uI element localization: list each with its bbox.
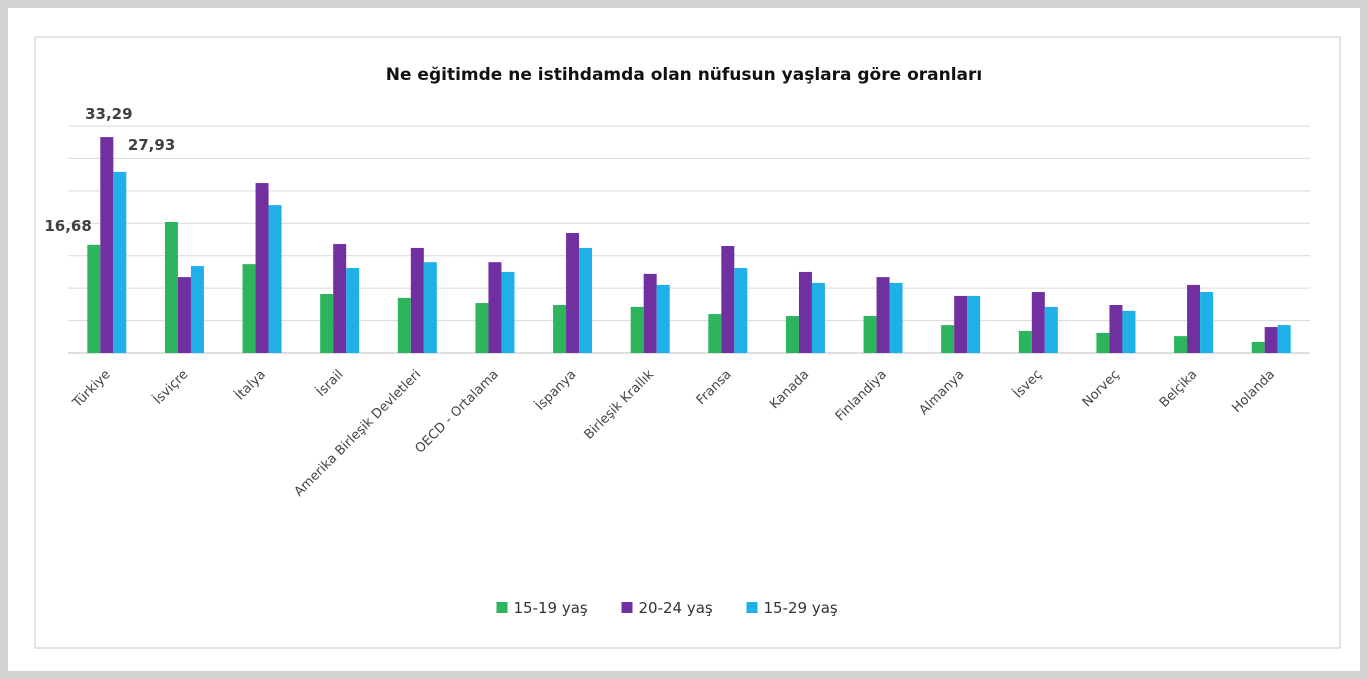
legend-label: 15-19 yaş <box>514 599 588 617</box>
bar <box>630 306 644 353</box>
bar <box>785 316 799 353</box>
bar <box>643 273 657 353</box>
bar <box>1031 292 1045 353</box>
bar <box>889 282 903 353</box>
bar <box>811 282 825 353</box>
bar <box>164 221 178 353</box>
data-label: 33,29 <box>85 105 132 123</box>
bar <box>177 277 191 353</box>
bar <box>1109 305 1123 353</box>
bar <box>954 295 968 353</box>
bar <box>553 305 567 353</box>
legend-label: 15-29 yaş <box>764 599 838 617</box>
legend-label: 20-24 yaş <box>639 599 713 617</box>
bar <box>721 245 735 353</box>
data-label: 16,68 <box>44 217 91 235</box>
bar <box>1200 292 1214 353</box>
bar <box>501 271 515 353</box>
bar <box>967 295 981 353</box>
bar <box>346 268 360 353</box>
chart-frame <box>34 36 1341 649</box>
bar <box>1096 332 1110 353</box>
bar <box>113 171 127 353</box>
bar <box>423 262 437 353</box>
bar <box>876 277 890 353</box>
bar <box>87 244 101 353</box>
bar <box>1122 310 1136 353</box>
bar <box>320 293 334 353</box>
data-label: 27,93 <box>128 136 175 154</box>
bar <box>1044 306 1058 353</box>
bar <box>579 247 593 353</box>
bar <box>708 314 722 353</box>
bar <box>941 325 955 353</box>
bar <box>1187 284 1201 353</box>
legend-swatch <box>746 602 758 613</box>
bar <box>566 233 580 353</box>
bar <box>488 262 502 353</box>
bar <box>333 244 347 353</box>
panel <box>8 8 1360 671</box>
legend-swatch <box>496 602 508 613</box>
bar <box>475 303 489 353</box>
legend-swatch <box>621 602 633 613</box>
bar <box>100 137 114 353</box>
bar <box>255 183 269 353</box>
bar <box>268 205 282 353</box>
bar <box>863 316 877 353</box>
bar <box>1174 336 1188 353</box>
chart-title: Ne eğitimde ne istihdamda olan nüfusun y… <box>386 65 982 85</box>
bar <box>734 268 748 353</box>
bar <box>798 271 812 353</box>
bar <box>1264 327 1278 353</box>
bar <box>397 297 411 353</box>
bar <box>656 284 670 353</box>
bar <box>410 247 424 353</box>
bar <box>190 266 204 353</box>
bar <box>1251 341 1265 353</box>
bar <box>1018 330 1032 353</box>
bar <box>1277 325 1291 353</box>
bar <box>242 264 256 353</box>
